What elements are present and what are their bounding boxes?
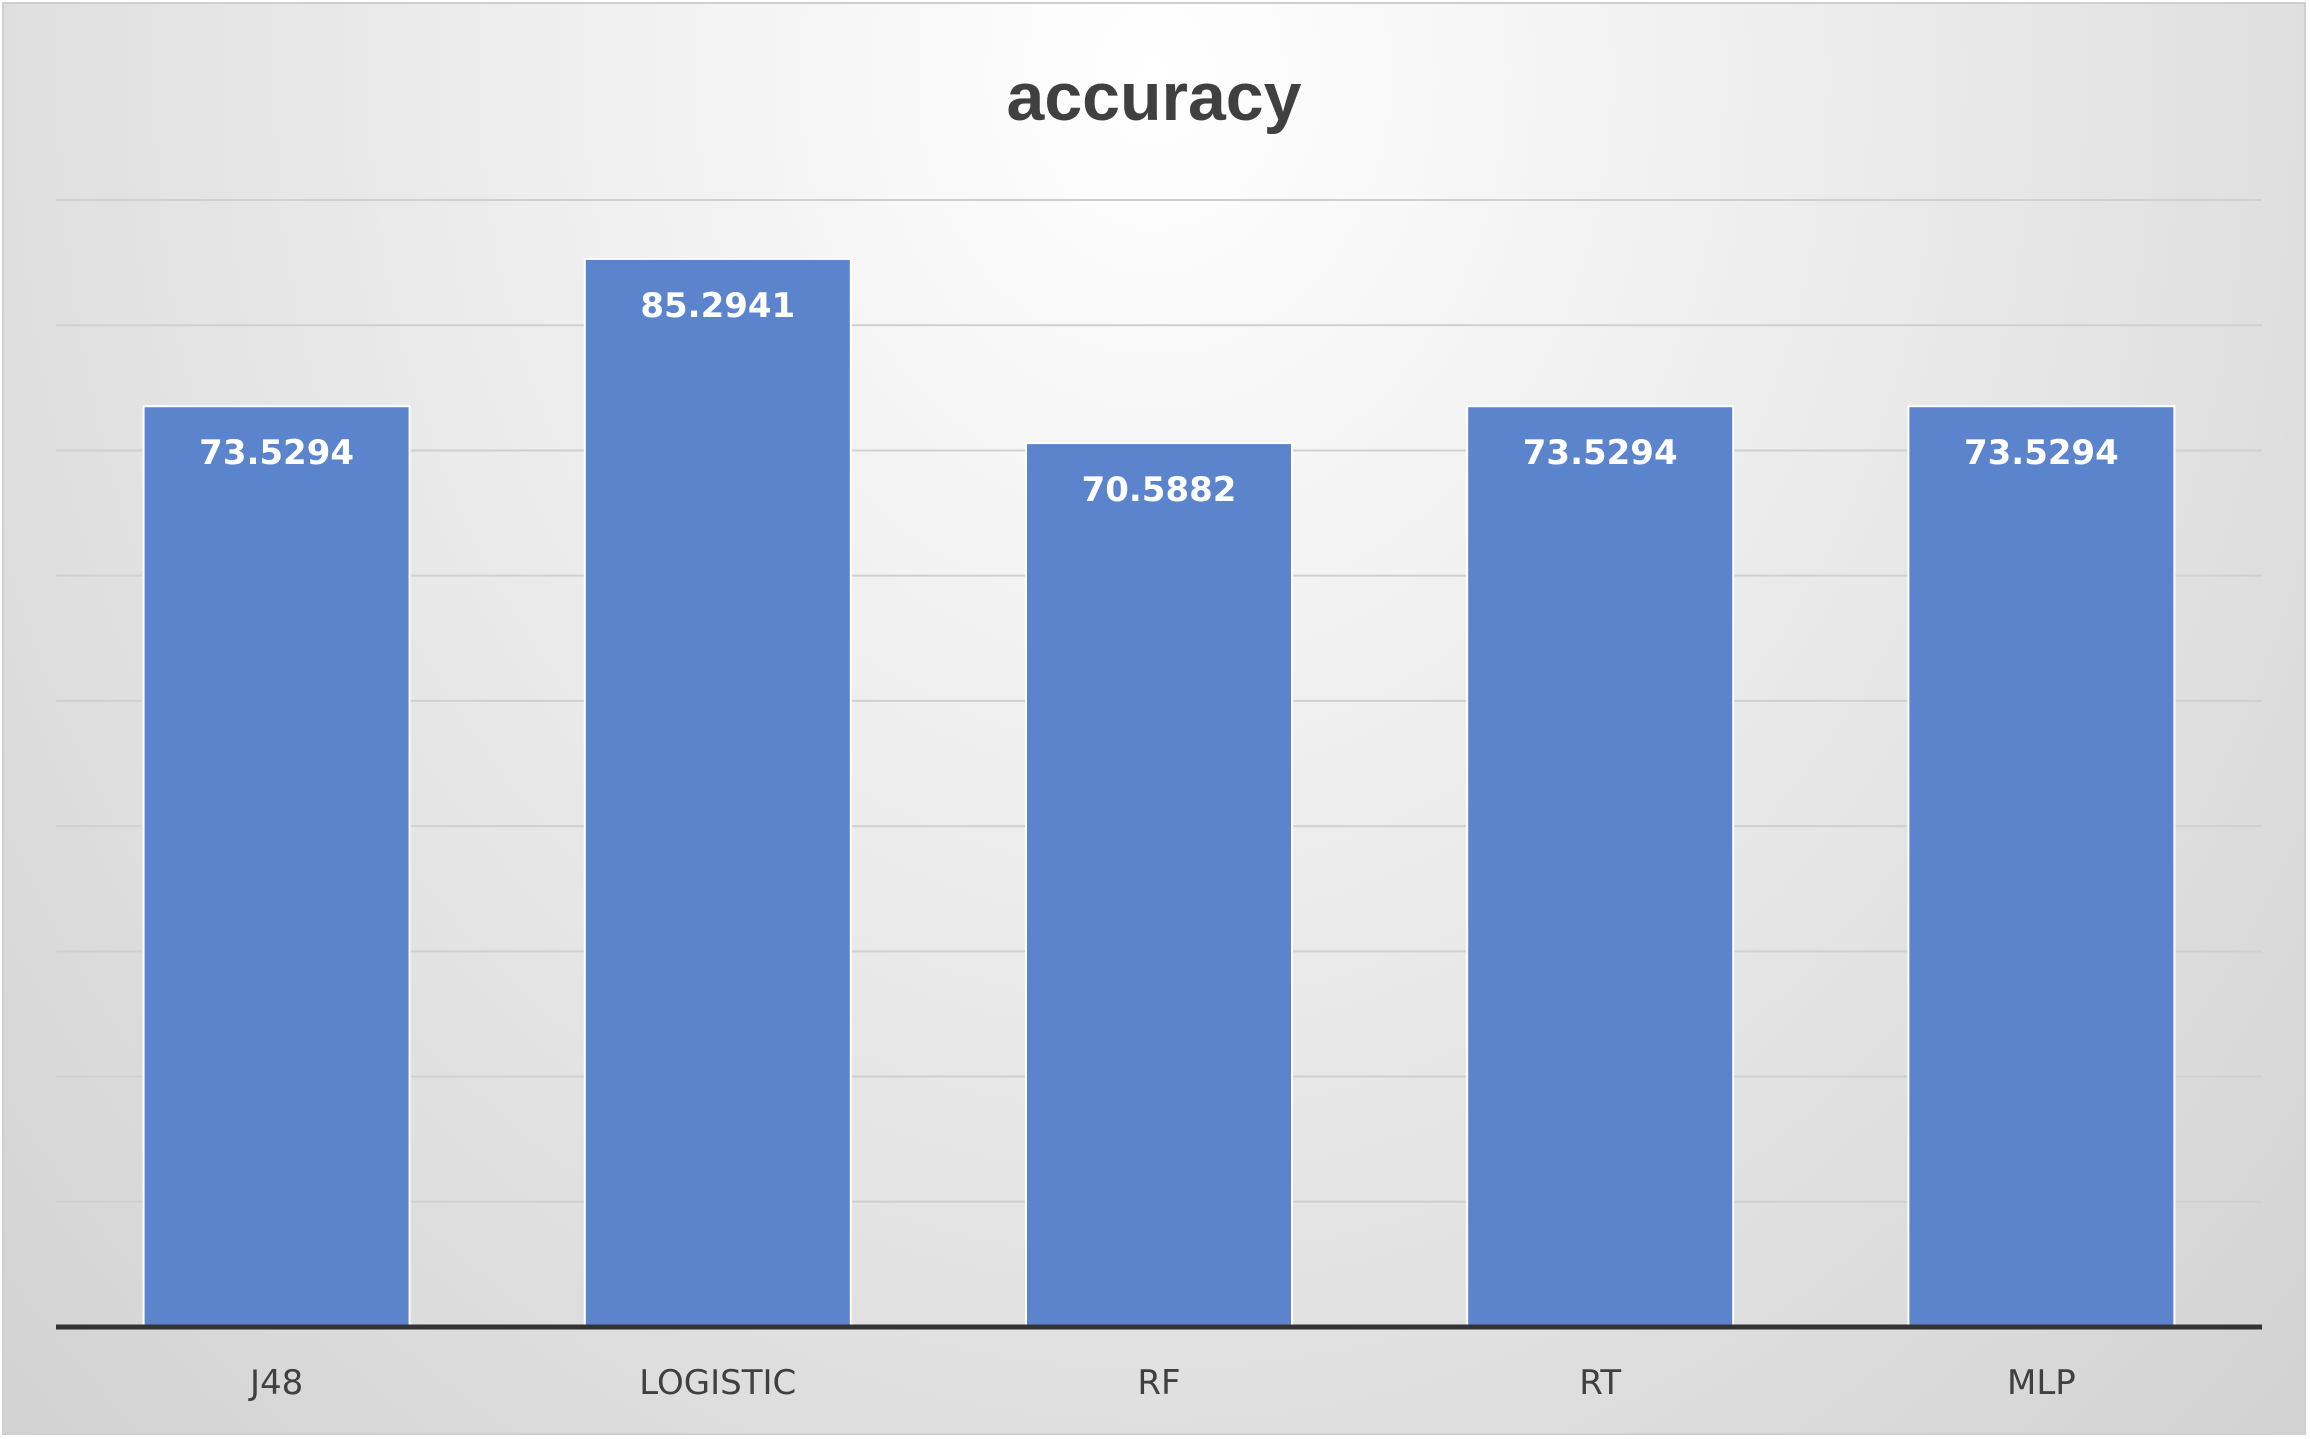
bar-logistic <box>583 257 852 1328</box>
bar-mlp <box>1907 405 2176 1328</box>
data-label: 70.5882 <box>1082 470 1237 510</box>
bar-j48 <box>142 405 411 1328</box>
x-tick-label: MLP <box>2007 1363 2076 1403</box>
x-tick-labels: J48 LOGISTIC RF RT MLP <box>248 1363 2076 1403</box>
data-label: 73.5294 <box>1964 433 2119 473</box>
chart-title: accuracy <box>1007 59 1302 135</box>
x-tick-label: RT <box>1579 1363 1621 1403</box>
data-label: 85.2941 <box>640 286 795 326</box>
bar-rt <box>1466 405 1735 1328</box>
x-tick-label: LOGISTIC <box>639 1363 796 1403</box>
data-label: 73.5294 <box>1523 433 1678 473</box>
bars <box>142 257 2176 1329</box>
data-labels: 73.5294 85.2941 70.5882 73.5294 73.5294 <box>199 286 2119 510</box>
data-label: 73.5294 <box>199 433 354 473</box>
bar-rf <box>1025 442 1293 1329</box>
x-tick-label: RF <box>1137 1363 1180 1403</box>
x-tick-label: J48 <box>248 1363 303 1403</box>
